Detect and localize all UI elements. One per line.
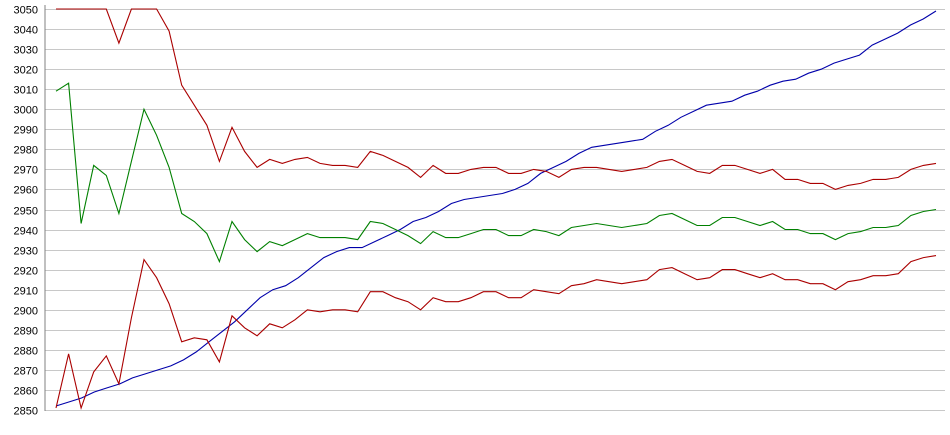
chart-series-group xyxy=(55,8,937,410)
y-tick-label: 2990 xyxy=(14,125,38,137)
y-tick-label: 2890 xyxy=(14,326,38,338)
series-line-4 xyxy=(55,255,937,410)
y-tick-label: 2940 xyxy=(14,226,38,238)
series-line-2 xyxy=(56,8,937,190)
y-tick-label: 2850 xyxy=(14,406,38,418)
y-tick-label: 2860 xyxy=(14,386,38,398)
y-tick-label: 2880 xyxy=(14,346,38,358)
y-tick-label: 3040 xyxy=(14,25,38,37)
chart-grid xyxy=(45,9,945,411)
y-tick-label: 3030 xyxy=(14,45,38,57)
y-tick-label: 3010 xyxy=(14,85,38,97)
y-tick-label: 3000 xyxy=(14,105,38,117)
y-tick-label: 2980 xyxy=(14,145,38,157)
y-tick-label: 2970 xyxy=(14,165,38,177)
y-tick-label: 2920 xyxy=(14,266,38,278)
y-tick-label: 2960 xyxy=(14,185,38,197)
y-tick-label: 3020 xyxy=(14,65,38,77)
y-tick-label: 2930 xyxy=(14,246,38,258)
y-tick-label: 2910 xyxy=(14,286,38,298)
y-tick-label: 2870 xyxy=(14,366,38,378)
y-axis-tick-labels: 2850 2860 2870 2880 2890 2900 2910 2920 2930 2940… xyxy=(14,5,38,418)
y-tick-label: 2950 xyxy=(14,206,38,218)
y-tick-label: 2900 xyxy=(14,306,38,318)
y-tick-label: 3050 xyxy=(14,5,38,17)
series-line-3 xyxy=(55,82,937,264)
series-line-1 xyxy=(55,10,937,407)
